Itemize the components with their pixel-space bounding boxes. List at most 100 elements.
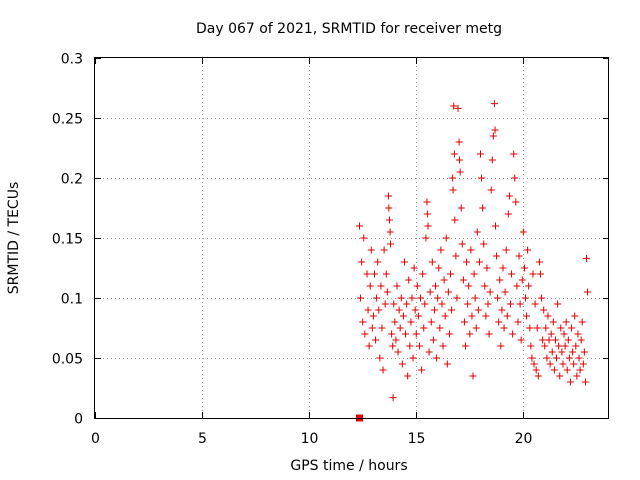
data-point	[559, 360, 567, 368]
data-point	[437, 246, 445, 254]
data-point	[532, 366, 540, 374]
data-point	[412, 330, 420, 338]
x-axis-label: GPS time / hours	[290, 458, 407, 474]
data-point	[545, 336, 553, 344]
data-point	[395, 306, 403, 314]
data-point	[542, 324, 550, 332]
data-point	[497, 342, 505, 350]
data-point	[436, 324, 444, 332]
data-point	[471, 294, 479, 302]
data-point	[450, 102, 458, 110]
data-point	[408, 294, 416, 302]
data-point	[394, 348, 402, 356]
data-point	[503, 312, 511, 320]
data-point	[398, 360, 406, 368]
data-point	[481, 282, 489, 290]
data-point	[426, 288, 434, 296]
data-point	[568, 324, 576, 332]
data-point	[584, 288, 592, 296]
data-point	[409, 354, 417, 362]
data-point	[500, 324, 508, 332]
data-point	[556, 372, 564, 380]
data-point	[531, 300, 539, 308]
data-point	[456, 156, 464, 164]
data-point	[360, 234, 368, 242]
data-point	[388, 330, 396, 338]
data-point	[478, 174, 486, 182]
data-point	[391, 318, 399, 326]
data-point	[477, 150, 484, 158]
data-point	[440, 276, 448, 284]
data-point	[544, 312, 552, 320]
data-point	[452, 252, 460, 260]
data-point	[384, 192, 392, 200]
data-point	[578, 318, 586, 326]
data-point	[410, 264, 418, 272]
data-point	[470, 270, 478, 278]
y-tick-label: 0.1	[61, 292, 83, 308]
data-point	[396, 324, 404, 332]
data-point	[399, 312, 407, 320]
data-point	[434, 294, 442, 302]
data-point	[415, 342, 423, 350]
y-tick-label: 0.3	[61, 52, 83, 68]
data-point	[372, 336, 380, 344]
data-point	[383, 288, 391, 296]
data-point	[402, 330, 410, 338]
data-point	[526, 324, 534, 332]
data-point	[513, 282, 521, 290]
data-point	[498, 306, 506, 314]
data-point	[385, 204, 393, 212]
data-point	[462, 342, 470, 350]
data-point	[577, 336, 585, 344]
data-point	[490, 100, 498, 108]
data-point	[496, 276, 504, 284]
data-point	[449, 174, 457, 182]
data-point	[414, 312, 422, 320]
data-point	[357, 294, 365, 302]
data-point	[491, 222, 499, 230]
data-point	[442, 234, 450, 242]
data-point	[558, 348, 566, 356]
data-point	[397, 294, 405, 302]
data-point	[581, 378, 589, 386]
data-point	[443, 360, 451, 368]
data-point	[583, 254, 591, 262]
data-point	[535, 258, 543, 266]
data-point	[474, 306, 482, 314]
data-point	[575, 354, 583, 362]
data-point	[423, 198, 431, 206]
data-point	[548, 348, 556, 356]
data-point	[378, 324, 386, 332]
data-point	[405, 276, 413, 284]
data-point	[451, 216, 459, 224]
data-point	[464, 300, 472, 308]
data-point	[432, 282, 440, 290]
data-point	[448, 306, 456, 314]
data-point	[389, 342, 397, 350]
data-point	[510, 150, 518, 158]
data-point	[467, 246, 475, 254]
data-point	[370, 270, 378, 278]
data-point	[560, 330, 568, 338]
data-point	[554, 300, 562, 308]
data-point	[561, 342, 569, 350]
data-point	[361, 330, 369, 338]
data-point	[530, 360, 538, 368]
data-point	[502, 246, 510, 254]
data-point	[547, 330, 555, 338]
y-axis-label: SRMTID / TECUs	[6, 182, 22, 295]
data-point	[493, 252, 501, 260]
data-point	[459, 276, 467, 284]
data-point	[468, 312, 476, 320]
data-point	[390, 300, 398, 308]
data-point	[549, 318, 557, 326]
data-point	[454, 104, 462, 112]
data-point	[407, 318, 415, 326]
data-point	[418, 366, 426, 374]
data-point	[485, 330, 493, 338]
data-point	[367, 246, 375, 254]
data-point	[484, 300, 492, 308]
x-tick-label: 10	[301, 431, 319, 447]
